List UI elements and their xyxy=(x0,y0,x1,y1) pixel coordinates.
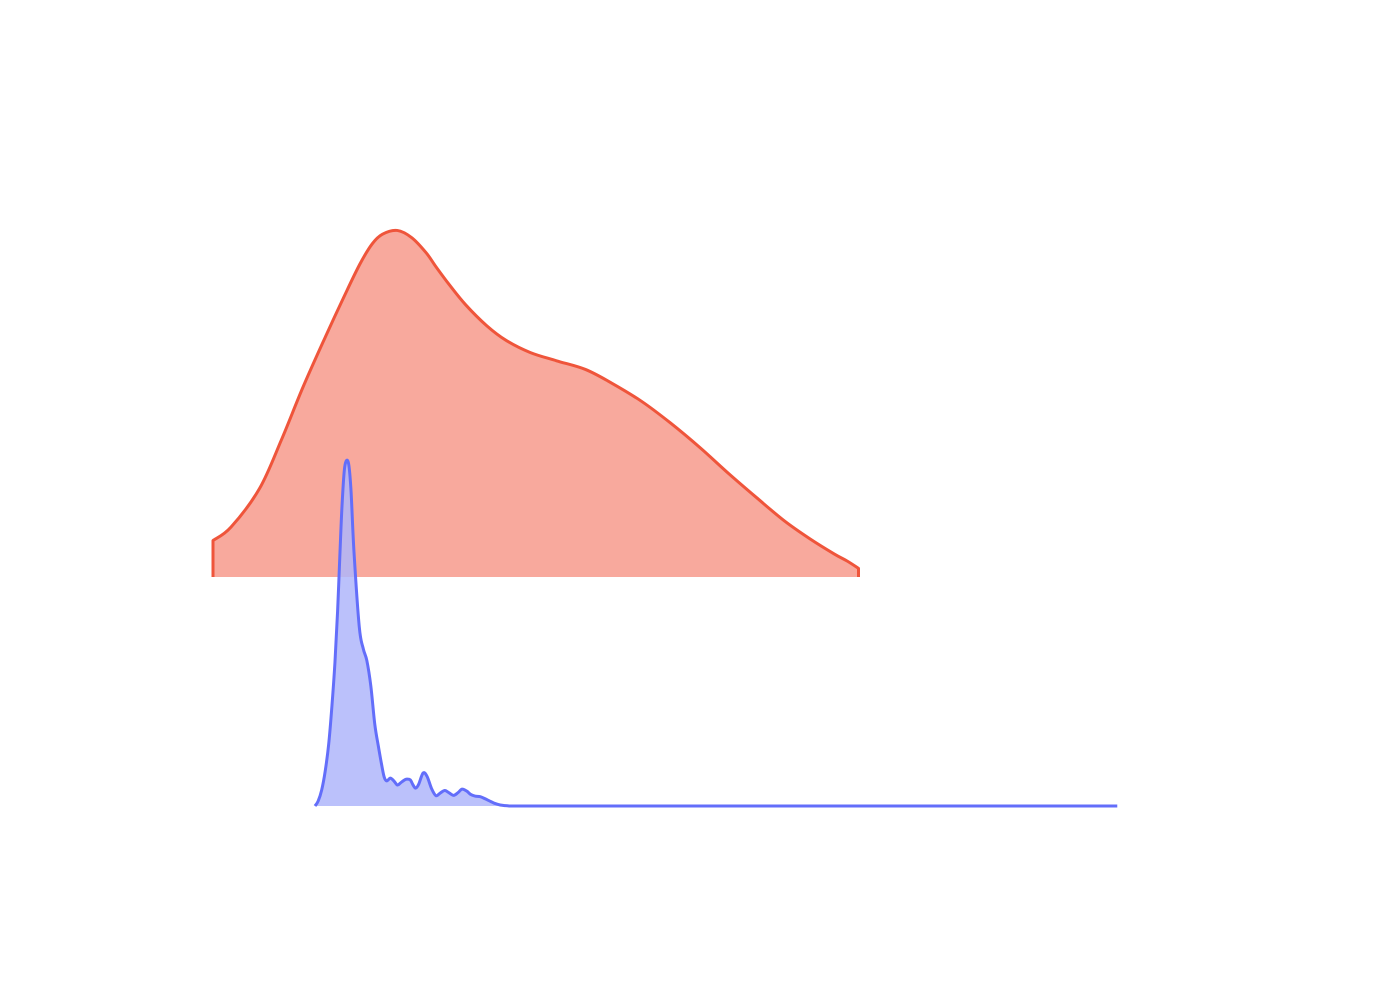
ridge-line-2 xyxy=(313,458,1118,808)
ridge-series-1 xyxy=(211,228,860,577)
series-layer xyxy=(211,228,1118,808)
ridge-area-1 xyxy=(213,230,859,577)
ridge-series-2 xyxy=(313,458,1118,808)
ridge-line-1 xyxy=(211,228,860,577)
